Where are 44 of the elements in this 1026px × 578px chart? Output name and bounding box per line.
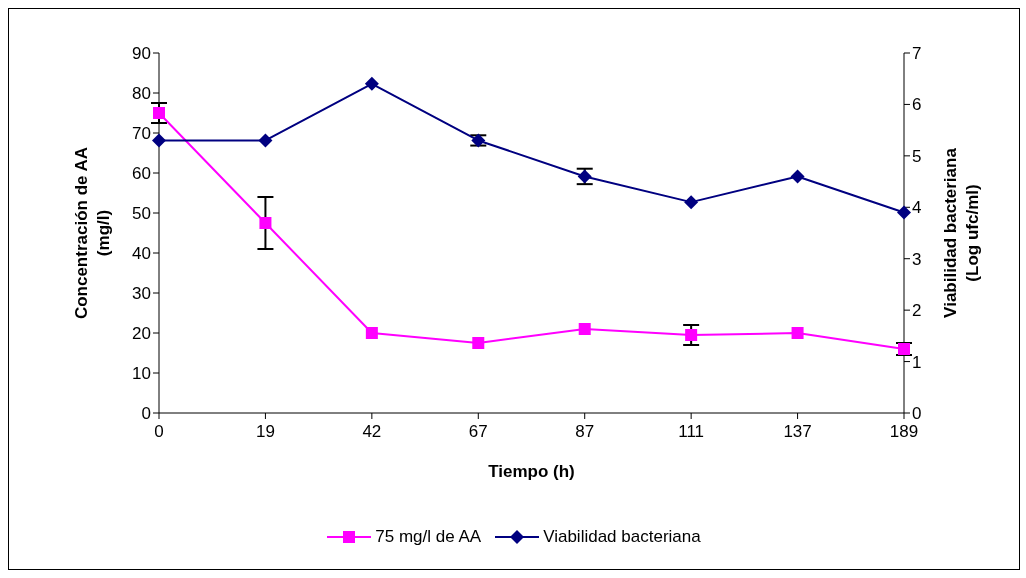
point: [152, 133, 166, 148]
y-tick-label: 70: [132, 124, 151, 144]
x-tick-label: 67: [468, 422, 488, 442]
y-axis-title: Concentración de AA (mg/l): [71, 146, 113, 320]
x-tick-label: 42: [362, 422, 382, 442]
legend-label: Viabilidad bacteriana: [543, 527, 701, 547]
point: [259, 217, 272, 229]
y2-tick-label: 3: [912, 249, 922, 269]
point: [897, 205, 911, 220]
y2-axis-title: Viabilidad bacteriana (Log ufc/ml): [940, 147, 982, 318]
y-tick-label: 80: [132, 84, 151, 104]
point: [153, 107, 165, 119]
y2-tick-label: 4: [912, 198, 922, 218]
point: [364, 76, 379, 91]
point: [365, 327, 378, 339]
x-tick-label: 137: [783, 422, 812, 442]
y2-tick-label: 6: [912, 95, 922, 115]
point: [791, 327, 804, 339]
y2-tick-label: 5: [912, 146, 922, 166]
y2-tick-label: 2: [912, 301, 922, 321]
y-tick-label: 50: [132, 204, 151, 224]
x-tick-label: 0: [154, 422, 164, 442]
y-tick-label: 20: [132, 324, 151, 344]
point: [685, 329, 698, 341]
x-tick-label: 111: [678, 422, 705, 442]
y-tick-label: 10: [132, 364, 151, 384]
y2-tick-label: 0: [912, 404, 922, 424]
y-tick-label: 30: [132, 284, 151, 304]
y2-tick-label: 1: [912, 352, 922, 372]
y-tick-label: 60: [132, 164, 151, 184]
y-tick-label: 0: [141, 404, 151, 424]
legend-label: 75 mg/l de AA: [375, 527, 482, 547]
y2-tick-label: 7: [912, 44, 922, 64]
point: [258, 133, 273, 148]
x-axis-title: Tiempo (h): [488, 462, 575, 481]
y-tick-label: 40: [132, 244, 151, 264]
x-tick-label: 19: [255, 422, 275, 442]
point: [790, 169, 805, 184]
y-tick-label: 90: [132, 44, 151, 64]
x-tick-label: 189: [889, 422, 919, 442]
point: [578, 323, 591, 335]
point: [684, 195, 699, 210]
x-tick-label: 87: [575, 422, 595, 442]
point: [472, 337, 485, 349]
